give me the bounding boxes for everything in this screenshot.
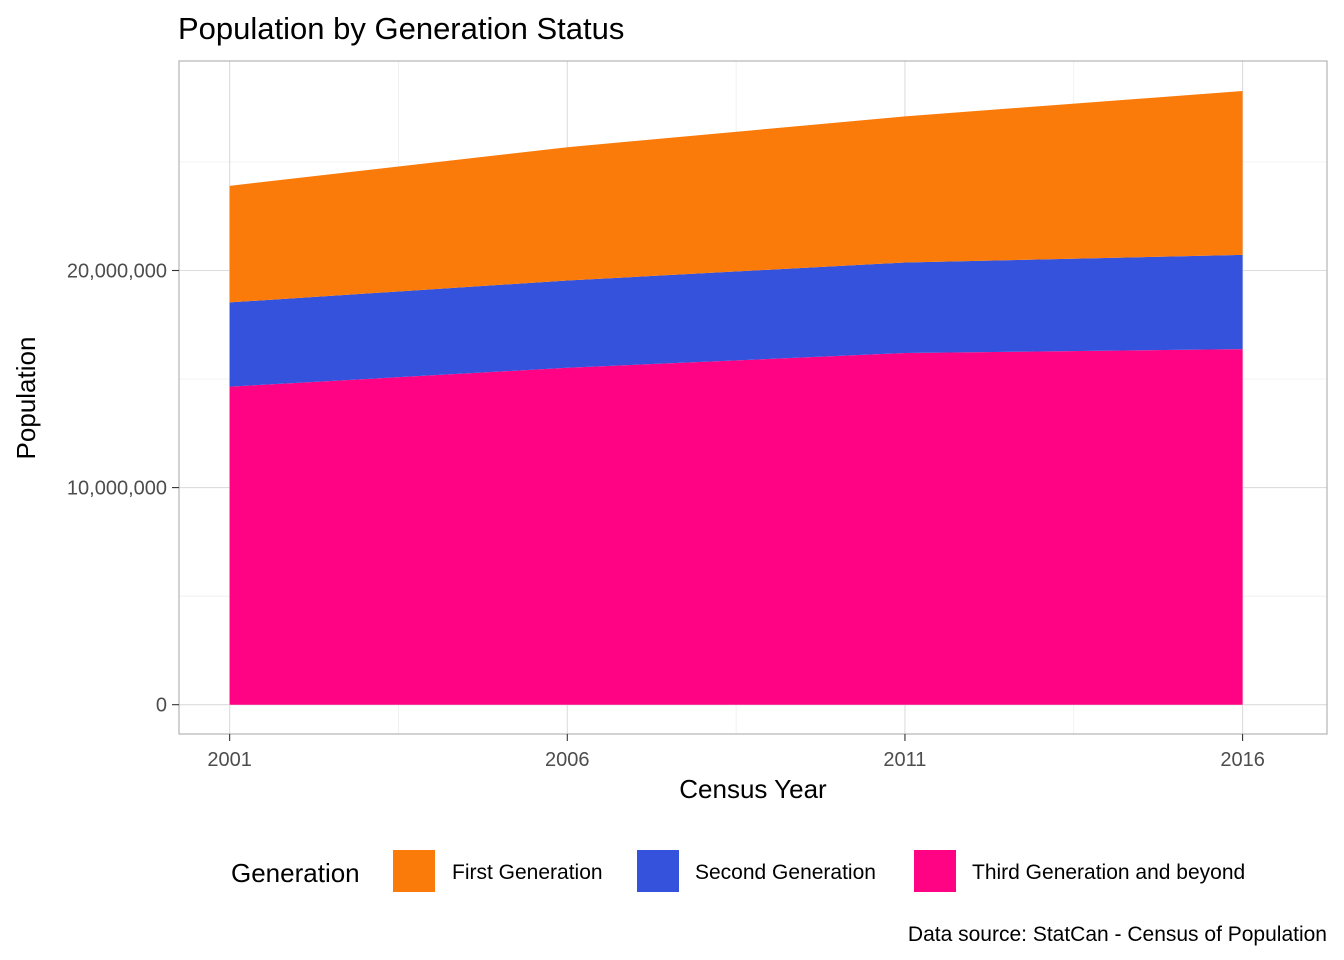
- x-tick-label: 2006: [545, 749, 590, 771]
- legend-title: Generation: [231, 858, 360, 888]
- legend-label-third-generation-and-beyond: Third Generation and beyond: [972, 861, 1245, 884]
- legend-key-first-generation: [393, 850, 435, 892]
- x-tick-label: 2001: [207, 749, 252, 771]
- area-series: [229, 90, 1243, 705]
- legend-label-first-generation: First Generation: [452, 861, 603, 884]
- area-first-generation: [229, 90, 1243, 303]
- y-axis: 0 10,000,000 20,000,000: [67, 260, 179, 717]
- y-tick-label: 10,000,000: [67, 478, 167, 500]
- y-tick-label: 0: [156, 695, 167, 717]
- legend-key-second-generation: [637, 850, 679, 892]
- x-tick-label: 2016: [1220, 749, 1265, 771]
- caption: Data source: StatCan - Census of Populat…: [908, 923, 1327, 946]
- y-axis-title: Population: [11, 337, 41, 460]
- x-axis: 2001 2006 2011 2016: [207, 734, 1265, 771]
- area-third-generation-and-beyond: [229, 349, 1243, 705]
- y-tick-label: 20,000,000: [67, 260, 167, 282]
- x-axis-title: Census Year: [679, 774, 827, 804]
- chart-title: Population by Generation Status: [178, 11, 624, 46]
- legend-label-second-generation: Second Generation: [695, 861, 876, 884]
- legend: Generation First Generation Second Genera…: [231, 850, 1245, 892]
- area-second-generation: [229, 254, 1243, 387]
- x-tick-label: 2011: [883, 749, 926, 771]
- legend-key-third-generation-and-beyond: [914, 850, 956, 892]
- plot-border: [178, 60, 1328, 735]
